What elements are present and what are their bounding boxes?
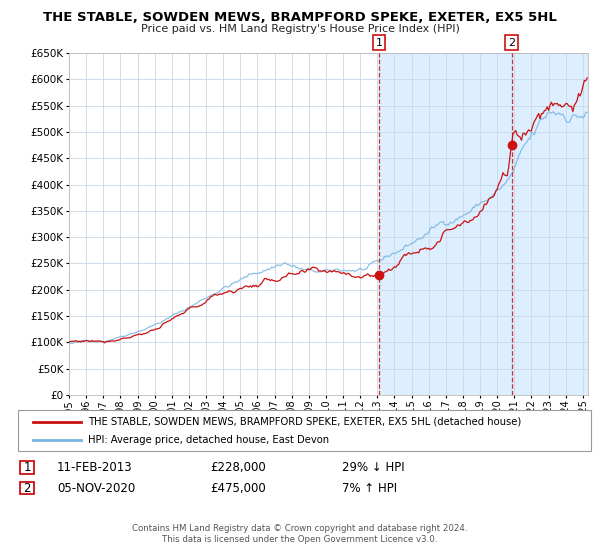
Text: 29% ↓ HPI: 29% ↓ HPI — [342, 461, 404, 474]
Text: 2: 2 — [23, 482, 31, 495]
Text: 05-NOV-2020: 05-NOV-2020 — [57, 482, 135, 495]
Text: HPI: Average price, detached house, East Devon: HPI: Average price, detached house, East… — [88, 435, 329, 445]
Text: 11-FEB-2013: 11-FEB-2013 — [57, 461, 133, 474]
Text: £475,000: £475,000 — [210, 482, 266, 495]
Text: 1: 1 — [23, 461, 31, 474]
Text: 1: 1 — [376, 38, 383, 48]
Text: £228,000: £228,000 — [210, 461, 266, 474]
Text: THE STABLE, SOWDEN MEWS, BRAMPFORD SPEKE, EXETER, EX5 5HL (detached house): THE STABLE, SOWDEN MEWS, BRAMPFORD SPEKE… — [88, 417, 521, 427]
Text: 7% ↑ HPI: 7% ↑ HPI — [342, 482, 397, 495]
Text: THE STABLE, SOWDEN MEWS, BRAMPFORD SPEKE, EXETER, EX5 5HL: THE STABLE, SOWDEN MEWS, BRAMPFORD SPEKE… — [43, 11, 557, 24]
Bar — [379, 53, 600, 395]
Text: Price paid vs. HM Land Registry's House Price Index (HPI): Price paid vs. HM Land Registry's House … — [140, 24, 460, 34]
Text: This data is licensed under the Open Government Licence v3.0.: This data is licensed under the Open Gov… — [163, 535, 437, 544]
Text: Contains HM Land Registry data © Crown copyright and database right 2024.: Contains HM Land Registry data © Crown c… — [132, 524, 468, 533]
Text: 2: 2 — [508, 38, 515, 48]
